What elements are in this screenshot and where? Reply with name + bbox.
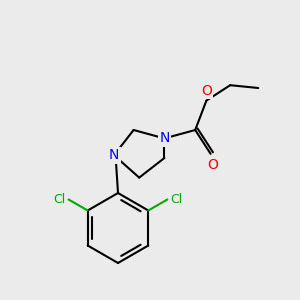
Text: Cl: Cl (170, 193, 183, 206)
Text: N: N (109, 148, 119, 162)
Text: N: N (159, 131, 170, 146)
Text: Cl: Cl (53, 193, 66, 206)
Text: O: O (207, 158, 218, 172)
Text: O: O (201, 84, 212, 98)
